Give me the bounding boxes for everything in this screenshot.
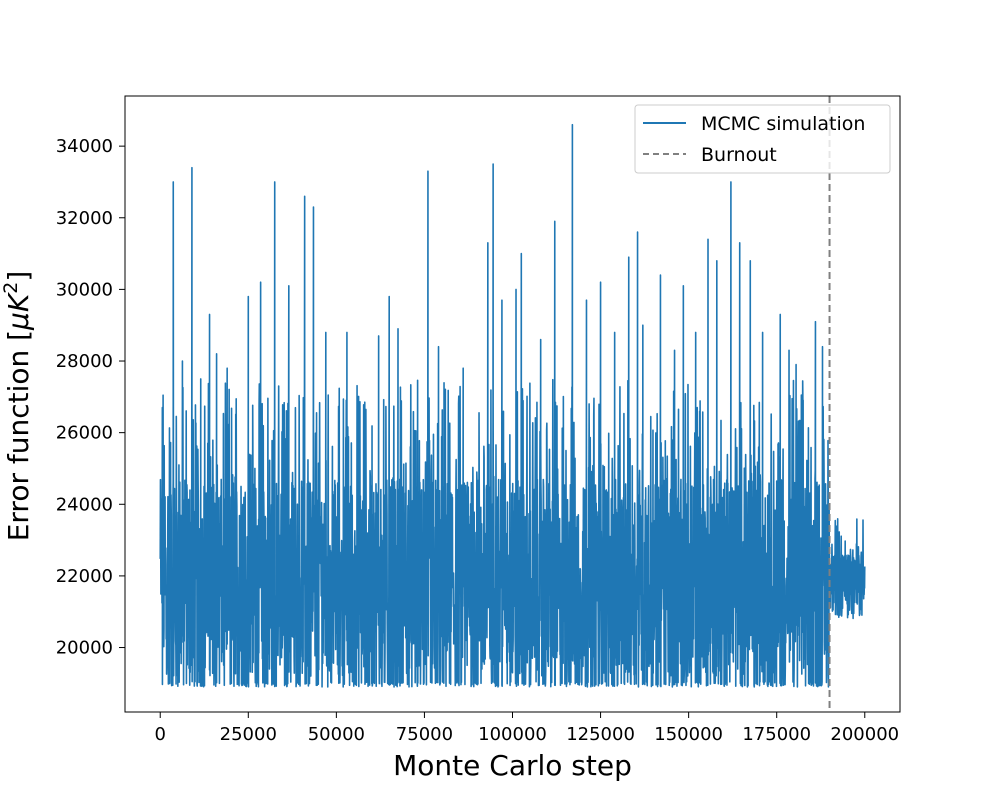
y-tick-label: 24000: [56, 494, 113, 515]
y-axis-label-main: Error function [: [2, 330, 35, 541]
x-axis-ticks: 0 25000 50000 75000 100000 125000 150000 175000…: [155, 712, 899, 745]
x-tick-label: 0: [155, 724, 166, 745]
x-tick-label: 25000: [220, 724, 277, 745]
x-tick-label: 150000: [654, 724, 723, 745]
x-tick-label: 200000: [830, 724, 899, 745]
y-tick-label: 32000: [56, 208, 113, 229]
x-tick-label: 125000: [566, 724, 635, 745]
legend-label-burnout: Burnout: [701, 144, 777, 166]
y-axis-label-sup: 2: [0, 282, 22, 294]
y-tick-label: 22000: [56, 566, 113, 587]
x-tick-label: 175000: [742, 724, 811, 745]
legend-box: [634, 104, 891, 174]
x-tick-label: 50000: [308, 724, 365, 745]
y-axis-label-end: ]: [2, 271, 35, 282]
y-tick-label: 26000: [56, 423, 113, 444]
y-axis-label-symbol: μK: [2, 291, 35, 331]
x-axis-label: Monte Carlo step: [393, 749, 632, 782]
mcmc-trace: [159, 123, 866, 688]
y-tick-label: 30000: [56, 279, 113, 300]
y-axis-ticks: 20000 22000 24000 26000 28000 30000 32000 34000: [56, 136, 125, 659]
y-tick-label: 20000: [56, 638, 113, 659]
y-axis-label: Error function [μK2]: [0, 271, 35, 542]
legend-label-mcmc: MCMC simulation: [701, 113, 865, 135]
legend: MCMC simulation Burnout: [634, 104, 891, 174]
x-tick-label: 75000: [396, 724, 453, 745]
x-tick-label: 100000: [478, 724, 547, 745]
mcmc-trace-line: [159, 123, 866, 688]
y-tick-label: 28000: [56, 351, 113, 372]
y-tick-label: 34000: [56, 136, 113, 157]
